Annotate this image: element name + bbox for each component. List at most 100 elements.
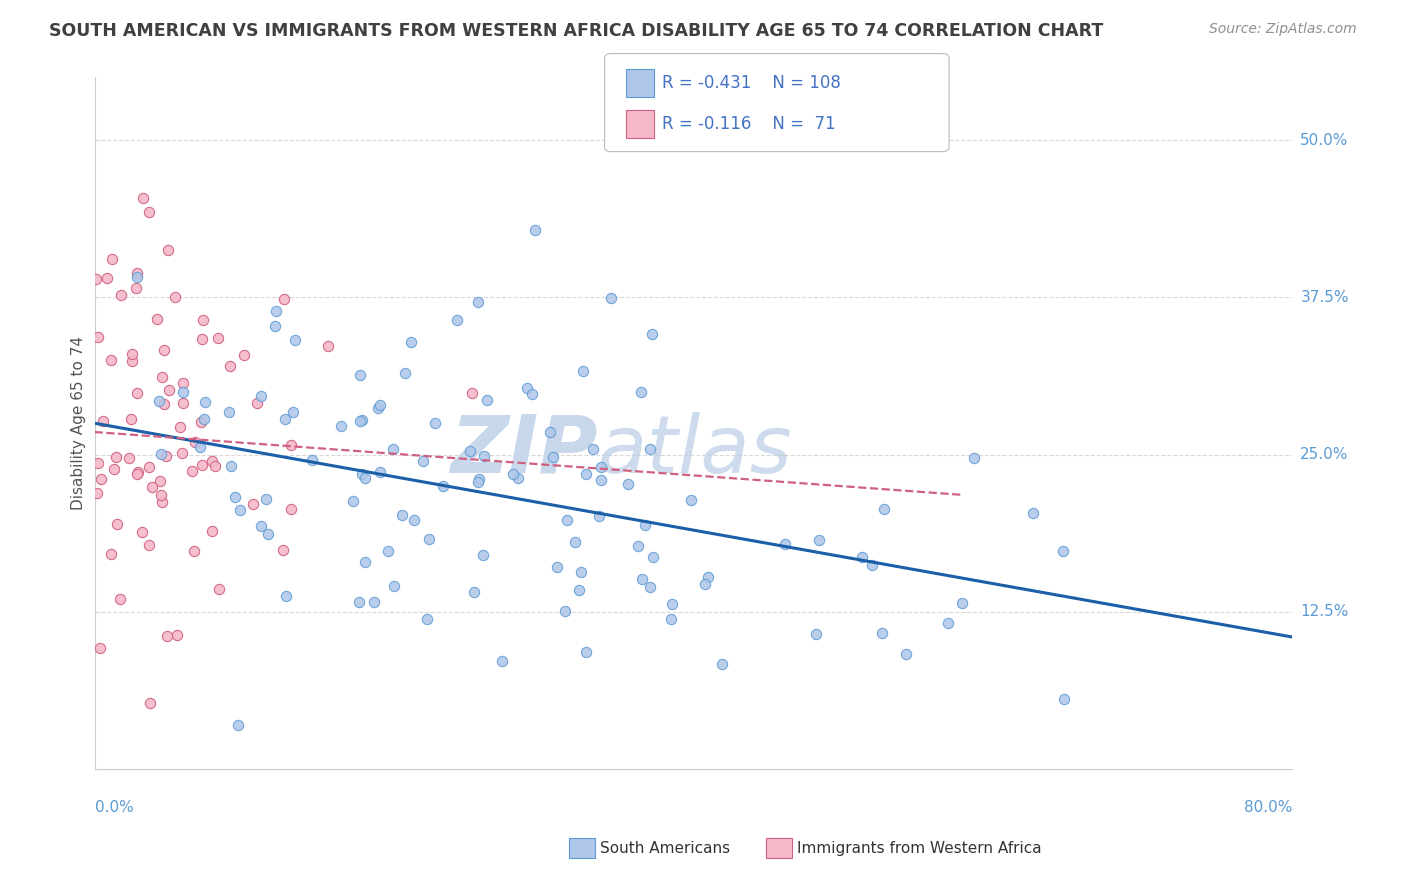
Point <box>807 533 830 548</box>
Point <box>630 384 652 399</box>
Point <box>120 411 142 425</box>
Point <box>711 657 734 671</box>
Point <box>188 440 211 454</box>
Point <box>104 450 127 465</box>
Point <box>280 438 302 452</box>
Point <box>169 420 191 434</box>
Point <box>266 304 288 318</box>
Point <box>591 459 613 474</box>
Point <box>458 443 481 458</box>
Point <box>201 453 224 467</box>
Point <box>524 223 547 237</box>
Point <box>194 395 217 409</box>
Point <box>103 462 125 476</box>
Point <box>228 502 250 516</box>
Point <box>382 579 405 593</box>
Point <box>679 493 702 508</box>
Point <box>318 339 340 353</box>
Point <box>491 655 513 669</box>
Point <box>141 480 163 494</box>
Point <box>588 508 610 523</box>
Point <box>156 243 179 257</box>
Y-axis label: Disability Age 65 to 74: Disability Age 65 to 74 <box>72 336 86 510</box>
Point <box>391 508 413 522</box>
Point <box>572 364 595 378</box>
Point <box>432 478 454 492</box>
Point <box>280 502 302 516</box>
Text: atlas: atlas <box>598 412 792 490</box>
Point <box>633 517 655 532</box>
Point <box>250 519 273 533</box>
Point <box>250 389 273 403</box>
Text: 37.5%: 37.5% <box>1301 290 1348 305</box>
Point <box>190 415 212 429</box>
Point <box>150 370 173 384</box>
Point <box>329 419 352 434</box>
Point <box>125 266 148 280</box>
Point <box>463 585 485 599</box>
Point <box>157 383 180 397</box>
Point <box>638 442 661 456</box>
Point <box>172 396 194 410</box>
Point <box>516 381 538 395</box>
Point <box>150 488 173 502</box>
Point <box>564 535 586 549</box>
Text: Source: ZipAtlas.com: Source: ZipAtlas.com <box>1209 22 1357 37</box>
Point <box>219 458 242 473</box>
Point <box>180 464 202 478</box>
Point <box>416 612 439 626</box>
Point <box>152 397 174 411</box>
Point <box>467 472 489 486</box>
Point <box>125 385 148 400</box>
Point <box>232 348 254 362</box>
Point <box>775 537 797 551</box>
Point <box>193 412 215 426</box>
Point <box>224 491 246 505</box>
Point <box>100 353 122 368</box>
Point <box>132 191 155 205</box>
Point <box>568 583 591 598</box>
Point <box>86 486 108 500</box>
Point <box>138 538 160 552</box>
Point <box>148 394 170 409</box>
Point <box>101 252 124 266</box>
Text: R = -0.431    N = 108: R = -0.431 N = 108 <box>662 74 841 92</box>
Point <box>617 476 640 491</box>
Point <box>131 524 153 539</box>
Point <box>172 446 194 460</box>
Point <box>163 290 186 304</box>
Point <box>127 467 149 482</box>
Point <box>125 270 148 285</box>
Point <box>873 502 896 516</box>
Point <box>127 466 149 480</box>
Point <box>121 354 143 368</box>
Point <box>367 401 389 416</box>
Point <box>342 494 364 508</box>
Point <box>541 450 564 464</box>
Point <box>1022 507 1045 521</box>
Point <box>467 295 489 310</box>
Text: 50.0%: 50.0% <box>1301 133 1348 148</box>
Point <box>105 517 128 532</box>
Point <box>284 334 307 348</box>
Point <box>108 591 131 606</box>
Point <box>368 398 391 412</box>
Point <box>273 292 295 306</box>
Point <box>936 615 959 630</box>
Point <box>472 450 495 464</box>
Point <box>301 453 323 467</box>
Point <box>100 547 122 561</box>
Point <box>538 425 561 439</box>
Point <box>150 447 173 461</box>
Text: R = -0.116    N =  71: R = -0.116 N = 71 <box>662 115 835 133</box>
Point <box>418 533 440 547</box>
Point <box>640 580 662 594</box>
Point <box>475 392 498 407</box>
Point <box>349 368 371 382</box>
Point <box>349 414 371 428</box>
Point <box>172 376 194 391</box>
Text: ZIP: ZIP <box>450 412 598 490</box>
Point <box>693 577 716 591</box>
Point <box>96 271 118 285</box>
Point <box>204 458 226 473</box>
